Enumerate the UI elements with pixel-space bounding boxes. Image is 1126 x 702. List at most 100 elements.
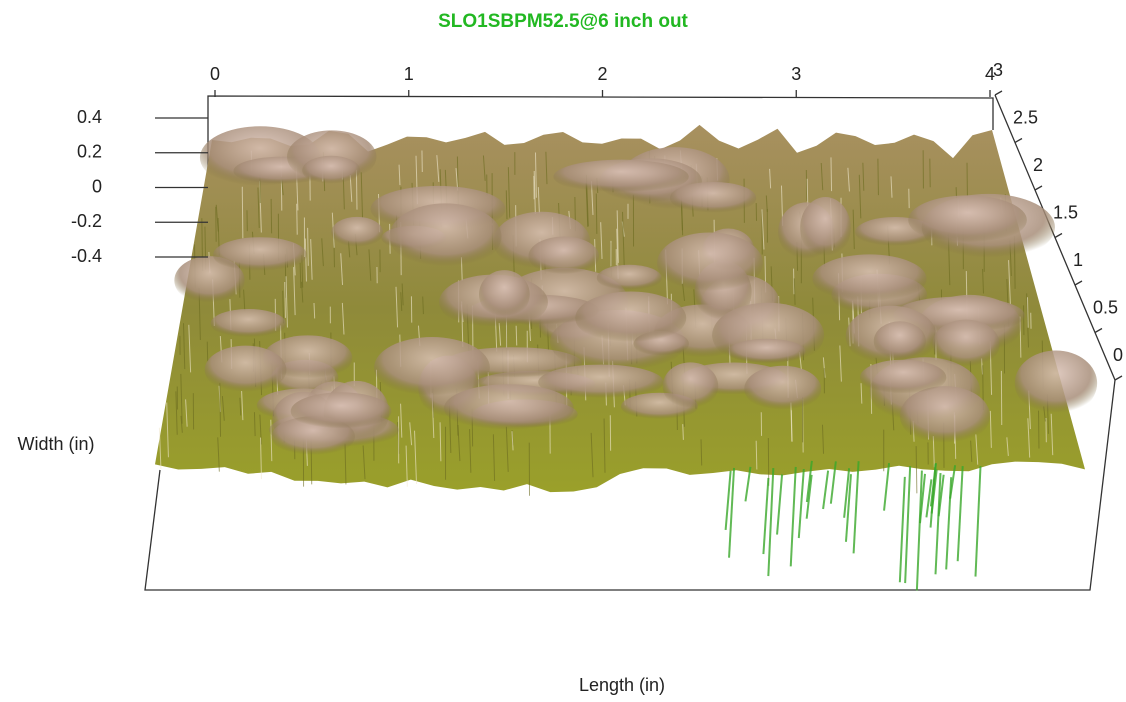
y-tick	[1014, 137, 1023, 144]
surface-spike	[918, 473, 926, 524]
surface-spike	[776, 474, 784, 535]
surface-streak	[595, 193, 598, 234]
surface-bump	[373, 336, 490, 399]
surface-streak	[188, 324, 192, 373]
surface-streak	[469, 429, 472, 473]
surface-streak	[362, 445, 366, 480]
surface-streak	[398, 164, 401, 186]
surface-streak	[515, 325, 518, 346]
surface-streak	[340, 253, 344, 285]
surface-streak	[616, 210, 619, 263]
chart-title: SLO1SBPM52.5@6 inch out	[438, 11, 688, 32]
surface-streak	[700, 439, 703, 466]
surface-streak	[821, 424, 825, 454]
surface-bump	[478, 270, 530, 319]
surface-spike	[925, 479, 933, 518]
surface-streak	[395, 286, 399, 328]
surface-texture	[155, 124, 1098, 591]
y-tick	[994, 90, 1003, 96]
surface-streak	[492, 434, 496, 481]
surface-streak	[219, 382, 222, 437]
surface-spike	[724, 470, 732, 530]
y-tick	[1114, 375, 1123, 381]
surface-streak	[793, 268, 795, 295]
surface-bump	[669, 181, 757, 215]
surface-streak	[422, 296, 424, 315]
surface-streak	[436, 155, 440, 182]
surface-streak	[975, 434, 979, 465]
surface-streak	[890, 176, 893, 198]
surface-streak	[310, 239, 313, 280]
surface-streak	[545, 151, 548, 185]
surface-streak	[243, 289, 246, 311]
surface-streak	[1006, 437, 1009, 456]
surface-bump	[932, 319, 1000, 369]
surface-spike	[805, 460, 813, 503]
surface-streak	[368, 249, 372, 281]
surface-bump	[210, 308, 287, 339]
surface-bump	[290, 392, 392, 431]
surface-streak	[505, 190, 508, 220]
surface-streak	[158, 427, 162, 469]
surface-bump	[800, 197, 851, 259]
surface-bump	[908, 195, 1027, 245]
y-tick-label: 0.5	[1093, 297, 1118, 317]
y-tick	[1094, 327, 1103, 334]
surface-streak	[409, 422, 413, 446]
surface-streak	[455, 168, 459, 191]
y-tick	[1054, 232, 1063, 239]
surface-streak	[166, 402, 169, 458]
surface-streak	[414, 430, 418, 484]
surface-streak	[457, 424, 461, 462]
surface-streak	[299, 262, 302, 289]
surface-streak	[307, 227, 309, 266]
surface-spike	[762, 477, 770, 555]
surface-bump	[744, 365, 822, 413]
x-axis-label: Length (in)	[579, 675, 665, 695]
y-tick-label: 1	[1073, 250, 1083, 270]
surface-bump	[204, 345, 287, 395]
surface-spike	[898, 476, 906, 583]
surface-streak	[257, 187, 260, 228]
surface-streak	[839, 345, 842, 382]
surface-streak	[1050, 413, 1054, 456]
surface-bump	[596, 264, 662, 292]
surface-streak	[285, 276, 288, 328]
surface-bump	[873, 321, 926, 362]
surface-streak	[253, 412, 256, 437]
surface-streak	[852, 209, 855, 250]
surface-spike	[797, 469, 805, 539]
surface-streak	[600, 222, 603, 259]
surface-streak	[830, 157, 833, 192]
y-tick-label: 1.5	[1053, 202, 1078, 222]
surface-streak	[293, 267, 296, 316]
surface-streak	[761, 209, 765, 250]
surface-streak	[511, 431, 514, 451]
y-tick-label: 3	[993, 60, 1003, 80]
surface-streak	[221, 396, 225, 421]
x-tick-label: 0	[210, 64, 220, 84]
surface-streak	[282, 290, 284, 324]
surface-bump	[727, 338, 806, 365]
surface-spike	[728, 467, 736, 558]
surface-streak	[344, 443, 347, 485]
surface-streak	[533, 170, 536, 214]
surface-streak	[239, 397, 242, 416]
surface-streak	[534, 152, 537, 198]
surface-streak	[970, 440, 973, 462]
box-back-edge	[207, 95, 994, 180]
surface-bump	[662, 362, 719, 410]
z-tick-label: 0.4	[77, 107, 102, 127]
surface-bump	[812, 254, 927, 304]
surface-spike	[822, 470, 830, 510]
surface-streak	[313, 302, 316, 319]
surface-bump	[538, 364, 664, 400]
surface-streak	[400, 403, 403, 438]
z-tick-label: -0.2	[71, 211, 102, 231]
surface-streak	[241, 186, 244, 239]
surface-streak	[1027, 418, 1031, 458]
surface-streak	[180, 373, 183, 424]
y-axis-label: Width (in)	[17, 434, 94, 454]
surface-spike	[945, 477, 953, 570]
surface-spike	[843, 468, 851, 518]
